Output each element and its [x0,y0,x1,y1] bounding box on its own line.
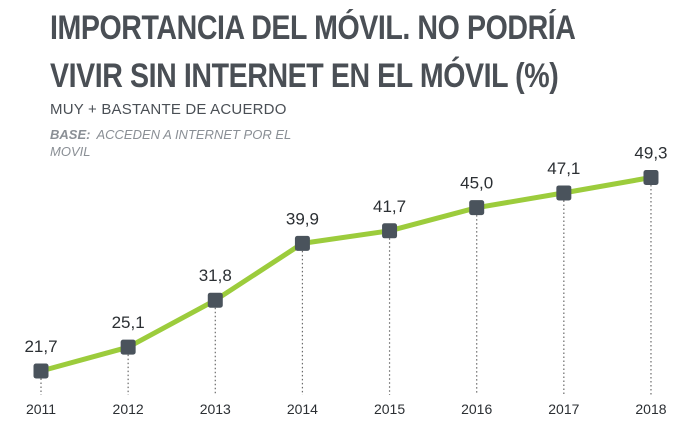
value-label-2015: 41,7 [373,197,406,216]
data-markers [33,170,659,379]
data-point-2016 [469,200,485,216]
year-label-2018: 2018 [635,401,666,417]
data-point-2015 [382,223,398,239]
value-labels: 21,7 25,1 31,8 39,9 41,7 45,0 47,1 49,3 [24,144,667,356]
data-point-2017 [556,185,572,201]
year-label-2012: 2012 [113,401,144,417]
value-label-2018: 49,3 [634,144,667,163]
data-point-2011 [33,363,49,379]
year-label-2015: 2015 [374,401,405,417]
data-point-2012 [120,339,136,355]
year-label-2011: 2011 [26,401,56,417]
value-label-2017: 47,1 [547,159,580,178]
value-label-2013: 31,8 [199,266,232,285]
year-label-2017: 2017 [548,401,579,417]
year-labels: 2011 2012 2013 2014 2015 2016 2017 2018 [26,401,667,417]
series-line [38,175,654,374]
dotted-guides [40,185,652,395]
value-label-2012: 25,1 [112,313,145,332]
value-label-2011: 21,7 [24,337,57,356]
value-label-2014: 39,9 [286,209,319,228]
chart-title: IMPORTANCIA DEL MÓVIL. NO PODRÍA VIVIR S… [50,9,575,95]
data-point-2018 [643,170,659,186]
year-label-2014: 2014 [287,401,318,417]
chart-subtitle: MUY + BASTANTE DE ACUERDO [50,101,287,118]
base-note: BASE: ACCEDEN A INTERNET POR EL MOVIL [50,126,310,160]
base-label: BASE: [50,127,91,142]
year-label-2016: 2016 [461,401,492,417]
value-label-2016: 45,0 [460,174,493,193]
year-label-2013: 2013 [200,401,231,417]
data-point-2014 [294,235,310,251]
data-point-2013 [207,292,223,308]
base-text: ACCEDEN A INTERNET POR EL MOVIL [50,127,292,159]
